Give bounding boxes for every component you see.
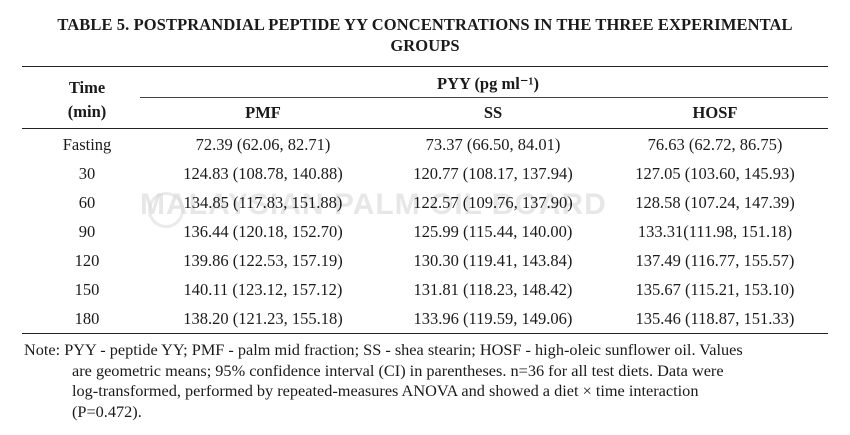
cell-hosf: 135.46 (118.87, 151.33) (635, 309, 795, 328)
cell-pmf: 136.44 (120.18, 152.70) (183, 222, 343, 241)
cell-ss: 120.77 (108.17, 137.94) (413, 164, 573, 183)
cell-hosf: 76.63 (62.72, 86.75) (647, 135, 783, 154)
cell-pmf: 124.83 (108.78, 140.88) (183, 164, 343, 183)
header-rule (22, 128, 828, 130)
cell-ss: 130.30 (119.41, 143.84) (413, 251, 573, 270)
bottom-rule (22, 333, 828, 335)
table-title-line1: TABLE 5. POSTPRANDIAL PEPTIDE YY CONCENT… (57, 15, 793, 34)
cell-hosf: 135.67 (115.21, 153.10) (635, 280, 795, 299)
group-rule (140, 97, 828, 98)
cell-hosf: 137.49 (116.77, 155.57) (635, 251, 795, 270)
note-line1: Note: PYY - peptide YY; PMF - palm mid f… (24, 340, 743, 359)
top-rule (22, 66, 828, 68)
cell-time: 60 (78, 193, 96, 212)
cell-pmf: 139.86 (122.53, 157.19) (183, 251, 343, 270)
note-line2: are geometric means; 95% confidence inte… (72, 360, 724, 380)
cell-time: 30 (78, 164, 96, 183)
cell-time: 120 (74, 251, 100, 270)
cell-time: 150 (74, 280, 100, 299)
col-time-header-line1: Time (68, 78, 106, 97)
note-line3: log-transformed, performed by repeated-m… (72, 381, 699, 400)
cell-hosf: 133.31(111.98, 151.18) (637, 222, 793, 241)
table-note: Note: PYY - peptide YY; PMF - palm mid f… (24, 340, 828, 422)
table-title-line2: GROUPS (390, 36, 460, 55)
note-line4: (P=0.472). (72, 401, 142, 421)
col-hosf-header: HOSF (692, 103, 738, 122)
cell-time: 180 (74, 309, 100, 328)
cell-pmf: 134.85 (117.83, 151.88) (183, 193, 343, 212)
cell-hosf: 127.05 (103.60, 145.93) (635, 164, 795, 183)
cell-pmf: 140.11 (123.12, 157.12) (183, 280, 343, 299)
cell-time: 90 (78, 222, 96, 241)
col-ss-header: SS (483, 103, 503, 122)
cell-ss: 133.96 (119.59, 149.06) (413, 309, 573, 328)
table-title: TABLE 5. POSTPRANDIAL PEPTIDE YY CONCENT… (10, 14, 840, 56)
cell-ss: 125.99 (115.44, 140.00) (413, 222, 573, 241)
col-pmf-header: PMF (245, 103, 281, 122)
col-time-header-line2: (min) (67, 102, 107, 121)
pyy-group-header: PYY (pg ml⁻¹) (437, 74, 539, 93)
cell-ss: 131.81 (118.23, 148.42) (413, 280, 573, 299)
cell-ss: 73.37 (66.50, 84.01) (425, 135, 561, 154)
cell-hosf: 128.58 (107.24, 147.39) (635, 193, 795, 212)
cell-pmf: 72.39 (62.06, 82.71) (195, 135, 331, 154)
cell-pmf: 138.20 (121.23, 155.18) (183, 309, 343, 328)
cell-ss: 122.57 (109.76, 137.90) (413, 193, 573, 212)
palm-logo-icon (148, 192, 184, 228)
cell-time: Fasting (62, 135, 112, 154)
